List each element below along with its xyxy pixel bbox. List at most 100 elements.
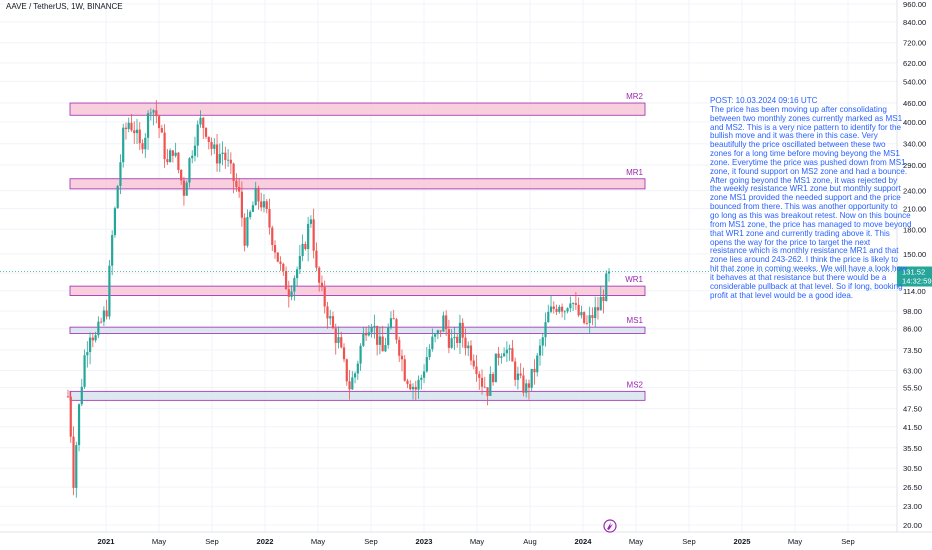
candle-body[interactable]: [298, 256, 301, 270]
candle-body[interactable]: [458, 322, 462, 344]
candle-body[interactable]: [251, 205, 255, 212]
candle-body[interactable]: [417, 379, 420, 390]
candle-body[interactable]: [387, 327, 390, 346]
candle-body[interactable]: [367, 332, 370, 336]
candle-body[interactable]: [279, 261, 282, 264]
candle-body[interactable]: [309, 219, 312, 224]
candle-body[interactable]: [226, 159, 230, 161]
candle-body[interactable]: [378, 336, 382, 345]
candle-body[interactable]: [152, 110, 155, 113]
candle-body[interactable]: [102, 310, 105, 322]
candle-body[interactable]: [381, 336, 384, 352]
candle-body[interactable]: [215, 144, 219, 164]
candle-body[interactable]: [257, 187, 260, 202]
candle-body[interactable]: [445, 315, 448, 330]
candle-body[interactable]: [425, 357, 428, 372]
candle-body[interactable]: [94, 335, 97, 341]
candle-body[interactable]: [475, 366, 478, 375]
candle-body[interactable]: [450, 338, 453, 348]
candle-body[interactable]: [351, 377, 354, 390]
candle-body[interactable]: [342, 347, 346, 360]
candle-body[interactable]: [469, 345, 473, 361]
candle-body[interactable]: [86, 352, 89, 356]
candle-body[interactable]: [127, 122, 130, 129]
candle-body[interactable]: [301, 243, 304, 257]
candle-body[interactable]: [569, 303, 572, 309]
candle-body[interactable]: [265, 201, 268, 210]
candle-body[interactable]: [135, 129, 139, 134]
time-axis[interactable]: 2021 May Sep 2022 May Sep 2023 May Aug 2024 May Sep…: [98, 537, 855, 546]
candle-body[interactable]: [218, 154, 221, 164]
candle-body[interactable]: [113, 208, 117, 236]
zone-ms2[interactable]: [69, 390, 646, 401]
candle-body[interactable]: [169, 150, 172, 163]
candle-body[interactable]: [329, 316, 332, 319]
candle-body[interactable]: [549, 306, 553, 312]
candle-body[interactable]: [88, 337, 92, 353]
candle-body[interactable]: [560, 306, 564, 312]
candle-body[interactable]: [478, 374, 481, 378]
candle-body[interactable]: [72, 436, 75, 488]
candle-body[interactable]: [411, 386, 415, 390]
candle-body[interactable]: [246, 217, 249, 246]
candle-body[interactable]: [293, 278, 296, 292]
candle-body[interactable]: [431, 336, 434, 350]
candle-body[interactable]: [370, 327, 373, 333]
candle-body[interactable]: [527, 383, 531, 388]
candle-body[interactable]: [276, 252, 279, 262]
candle-body[interactable]: [133, 130, 136, 134]
candle-body[interactable]: [365, 333, 368, 336]
candle-body[interactable]: [599, 296, 602, 311]
candle-body[interactable]: [516, 373, 520, 380]
candle-body[interactable]: [149, 112, 152, 114]
candle-body[interactable]: [607, 271, 611, 274]
zone-mr1[interactable]: [69, 178, 646, 190]
candle-body[interactable]: [500, 356, 503, 358]
candle-body[interactable]: [318, 267, 321, 283]
candle-body[interactable]: [439, 330, 442, 332]
candle-body[interactable]: [398, 339, 401, 356]
candle-body[interactable]: [585, 322, 589, 324]
analysis-text-note[interactable]: POST: 10.03.2024 09:16 UTC The price has …: [710, 96, 912, 300]
candle-body[interactable]: [558, 306, 561, 312]
candle-body[interactable]: [315, 250, 318, 268]
candle-body[interactable]: [406, 380, 409, 385]
candle-body[interactable]: [530, 368, 533, 388]
candle-body[interactable]: [555, 308, 558, 312]
candle-body[interactable]: [494, 353, 497, 383]
candle-body[interactable]: [171, 150, 174, 156]
candle-body[interactable]: [75, 445, 78, 488]
candle-body[interactable]: [337, 337, 340, 343]
candle-body[interactable]: [436, 330, 439, 335]
candle-body[interactable]: [290, 291, 293, 297]
candle-body[interactable]: [80, 386, 83, 405]
candle-body[interactable]: [456, 336, 459, 344]
candle-body[interactable]: [108, 265, 111, 317]
candle-body[interactable]: [508, 348, 511, 350]
candle-body[interactable]: [389, 318, 393, 328]
candle-body[interactable]: [254, 187, 257, 206]
candle-body[interactable]: [146, 113, 150, 138]
candle-body[interactable]: [193, 145, 197, 156]
candle-body[interactable]: [282, 263, 285, 272]
candle-body[interactable]: [497, 353, 500, 358]
candle-body[interactable]: [204, 127, 208, 137]
candle-body[interactable]: [472, 360, 475, 367]
candle-body[interactable]: [138, 129, 141, 144]
candle-body[interactable]: [376, 325, 379, 345]
candle-body[interactable]: [392, 318, 395, 320]
candle-body[interactable]: [116, 186, 119, 209]
candle-body[interactable]: [547, 311, 550, 323]
candle-body[interactable]: [174, 152, 177, 156]
candle-body[interactable]: [124, 127, 128, 129]
candle-body[interactable]: [583, 312, 586, 323]
candle-body[interactable]: [268, 209, 271, 228]
candle-body[interactable]: [210, 141, 213, 149]
candle-body[interactable]: [574, 303, 577, 305]
candle-body[interactable]: [514, 361, 517, 380]
candle-body[interactable]: [400, 355, 404, 360]
candle-body[interactable]: [240, 191, 243, 218]
candle-body[interactable]: [295, 269, 299, 279]
zone-mr2[interactable]: [69, 102, 646, 116]
candle-body[interactable]: [213, 144, 216, 149]
